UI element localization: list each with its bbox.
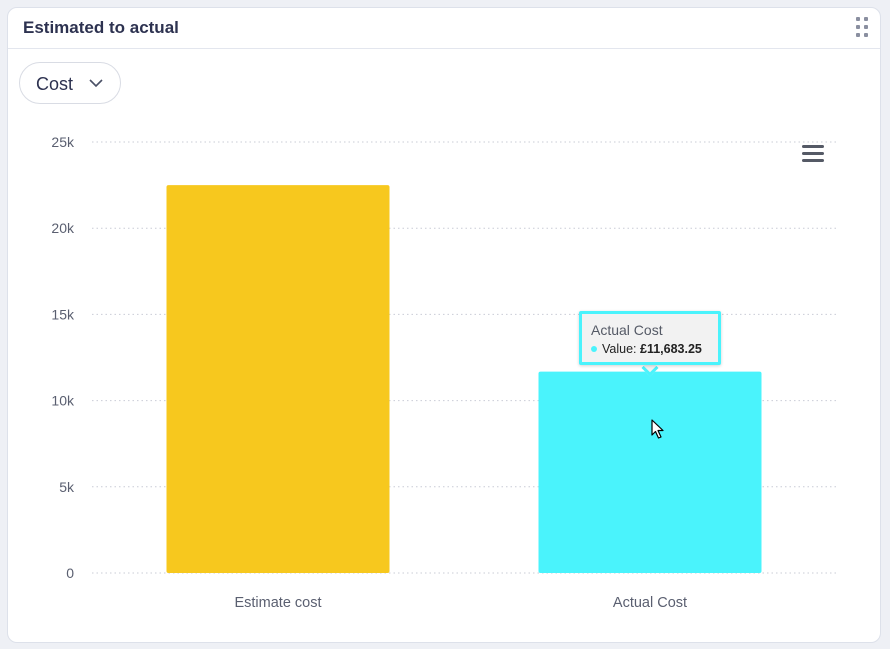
metric-dropdown[interactable]: Cost	[19, 62, 121, 104]
widget-header: Estimated to actual	[8, 8, 880, 49]
tooltip-title: Actual Cost	[591, 322, 663, 338]
x-tick-label: Actual Cost	[613, 595, 687, 611]
y-tick-label: 20k	[51, 220, 75, 236]
y-tick-label: 25k	[51, 134, 75, 150]
chart-tooltip: Actual Cost Value: £11,683.25	[579, 311, 721, 365]
hamburger-menu-icon[interactable]	[802, 145, 824, 163]
y-tick-label: 5k	[59, 479, 75, 495]
chevron-down-icon	[89, 79, 103, 88]
y-tick-label: 15k	[51, 306, 75, 322]
tooltip-series-dot	[591, 346, 597, 352]
bar-actual-cost	[538, 371, 762, 573]
estimated-to-actual-widget: Estimated to actual	[7, 7, 881, 643]
mouse-cursor-icon	[651, 419, 664, 439]
bar-estimate-cost	[166, 185, 390, 573]
tooltip-value: £11,683.25	[640, 342, 702, 356]
drag-handle-icon[interactable]	[856, 17, 870, 39]
x-tick-label: Estimate cost	[234, 595, 321, 611]
tooltip-label: Value:	[602, 342, 637, 356]
metric-dropdown-label: Cost	[36, 74, 74, 94]
widget-title: Estimated to actual	[23, 18, 179, 37]
tooltip-row: Value: £11,683.25	[591, 342, 702, 356]
y-tick-label: 0	[66, 565, 74, 581]
y-tick-label: 10k	[51, 393, 75, 409]
